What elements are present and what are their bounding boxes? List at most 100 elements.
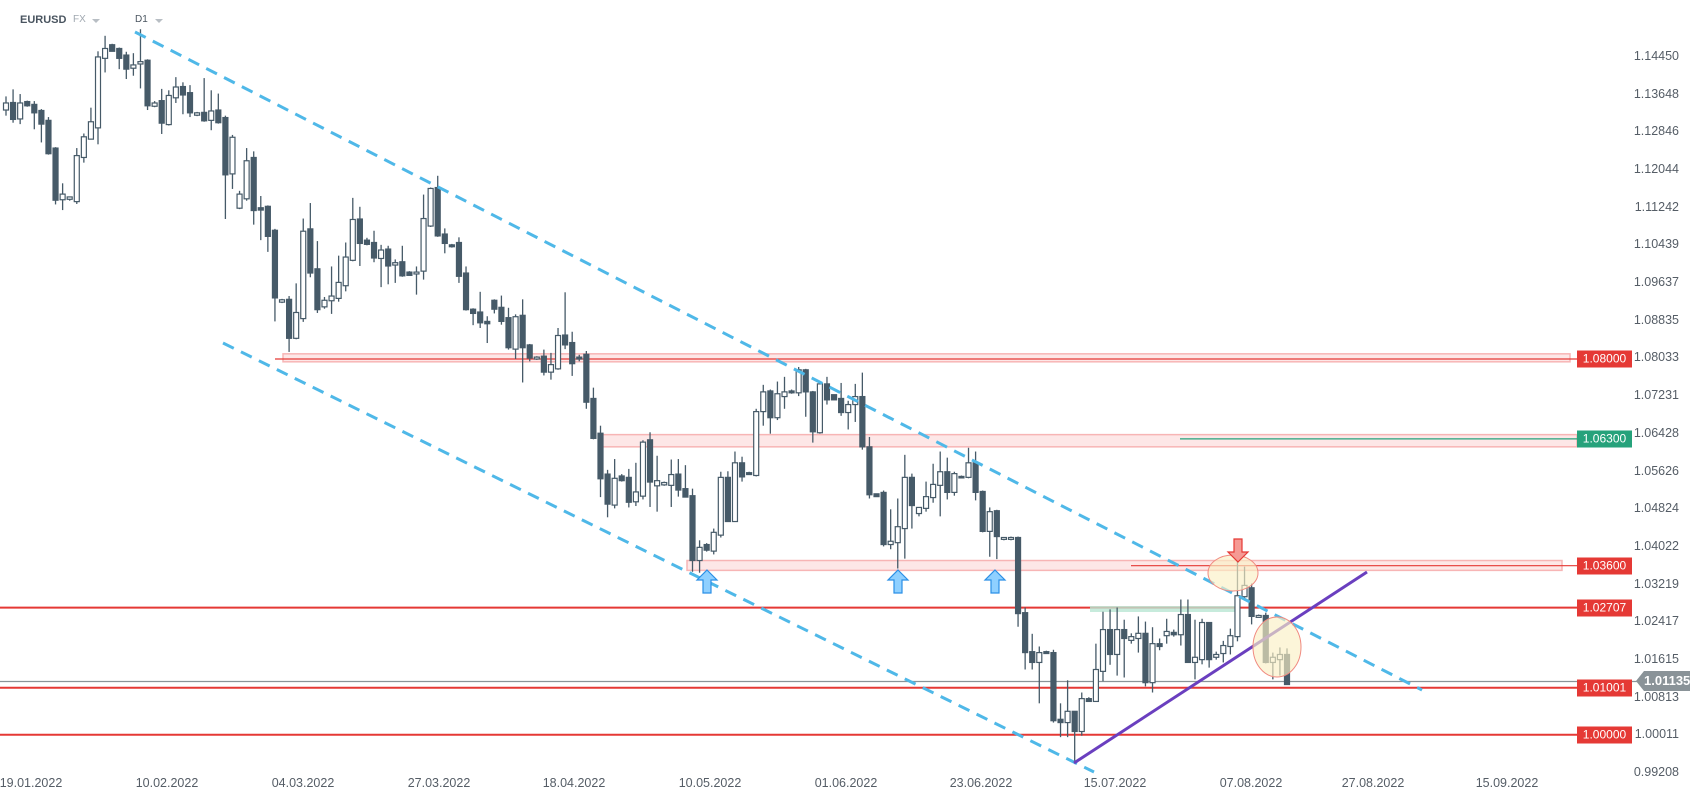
candle-body xyxy=(406,271,413,276)
candle-body xyxy=(661,481,668,486)
arrow-up-icon xyxy=(886,569,910,594)
candle-body xyxy=(696,546,703,562)
candle-body xyxy=(377,249,385,260)
candle-bullish xyxy=(1092,643,1100,703)
candle-bearish xyxy=(24,100,31,107)
candle-body xyxy=(781,391,788,398)
candle-bullish xyxy=(951,471,958,496)
symbol-selector[interactable]: EURUSD xyxy=(20,14,67,26)
candle-body xyxy=(922,496,930,509)
candle-body xyxy=(1043,651,1050,655)
candle-bearish xyxy=(830,394,838,401)
price-tick-label: 1.14450 xyxy=(1633,49,1679,63)
candle-bullish xyxy=(696,540,703,573)
candle-body xyxy=(257,207,264,211)
candle-body xyxy=(470,308,477,315)
level-label: 1.08000 xyxy=(1577,350,1632,368)
candle-body xyxy=(915,506,923,515)
candle-body xyxy=(123,54,130,70)
candle-bearish xyxy=(604,469,611,518)
chevron-down-icon[interactable] xyxy=(155,19,163,23)
candle-body xyxy=(1022,612,1029,654)
level-label: 1.06300 xyxy=(1577,430,1632,448)
candle-bullish xyxy=(130,53,137,76)
candle-body xyxy=(441,233,448,245)
candle-body xyxy=(420,217,427,272)
channel-lower-line[interactable] xyxy=(222,341,1095,774)
candle-body xyxy=(710,531,717,552)
candle-bearish xyxy=(1206,621,1213,668)
candle-body xyxy=(1106,628,1114,656)
candle-bullish xyxy=(1128,633,1135,644)
candle-bearish xyxy=(1106,609,1114,665)
candle-body xyxy=(1121,628,1128,640)
market-selector[interactable]: FX xyxy=(73,14,86,25)
candle-bearish xyxy=(979,490,986,533)
candle-body xyxy=(1227,635,1234,648)
candle-body xyxy=(965,462,972,478)
arrow-up-icon xyxy=(983,569,1007,594)
candle-bearish xyxy=(540,349,547,376)
candle-bullish xyxy=(427,187,434,227)
candle-body xyxy=(760,391,767,413)
candle-body xyxy=(866,446,873,496)
candle-bearish xyxy=(505,307,512,350)
candle-body xyxy=(335,281,342,299)
candle-bullish xyxy=(1198,618,1206,665)
candle-body xyxy=(172,86,179,99)
candle-body xyxy=(24,100,31,107)
candle-body xyxy=(9,101,17,121)
channel-upper-line[interactable] xyxy=(134,30,1423,692)
candle-body xyxy=(300,230,307,320)
candle-body xyxy=(823,383,831,401)
candle-body xyxy=(201,111,208,122)
candle-bullish xyxy=(80,133,87,163)
trend-line-support[interactable] xyxy=(1073,570,1368,765)
candle-body xyxy=(738,462,746,478)
candle-bearish xyxy=(406,271,413,276)
date-tick-label: 15.07.2022 xyxy=(1083,776,1147,790)
candle-body xyxy=(873,493,880,498)
candle-bullish xyxy=(930,463,937,503)
candle-bearish xyxy=(462,266,470,311)
level-label: 1.02707 xyxy=(1577,599,1632,617)
consolidation-top-zone xyxy=(1090,606,1240,612)
candle-body xyxy=(137,61,144,65)
candle-body xyxy=(618,475,625,482)
candle-bullish xyxy=(278,298,286,304)
candle-bullish xyxy=(710,528,717,555)
candle-body xyxy=(271,229,279,299)
candle-bearish xyxy=(38,109,45,143)
candle-body xyxy=(562,334,569,346)
candle-bearish xyxy=(1057,703,1064,738)
price-tick-label: 1.10439 xyxy=(1633,237,1679,252)
candle-bearish xyxy=(186,85,194,118)
candle-body xyxy=(767,390,774,419)
candle-body xyxy=(250,156,257,212)
candle-body xyxy=(38,109,45,125)
candle-bearish xyxy=(356,206,363,266)
candle-body xyxy=(830,394,838,401)
candle-body xyxy=(1036,651,1043,664)
candle-bearish xyxy=(434,175,441,237)
candle-body xyxy=(724,476,731,523)
date-tick-label: 19.01.2022 xyxy=(0,776,63,790)
chevron-down-icon[interactable] xyxy=(92,19,100,23)
candle-bearish xyxy=(484,316,491,344)
candle-bearish xyxy=(682,465,689,498)
candle-body xyxy=(746,472,753,476)
candle-body xyxy=(116,47,123,59)
timeframe-selector[interactable]: D1 xyxy=(135,14,148,25)
candle-bearish xyxy=(179,82,187,115)
candle-body xyxy=(1163,630,1170,637)
candle-bearish xyxy=(562,292,569,350)
candle-body xyxy=(1071,710,1078,733)
candle-body xyxy=(1114,628,1121,656)
candle-bullish xyxy=(293,283,300,340)
candle-bullish xyxy=(760,384,767,426)
candle-body xyxy=(130,64,137,69)
arrow-down-icon xyxy=(1226,538,1250,563)
date-tick-label: 10.05.2022 xyxy=(678,776,742,790)
candle-bearish xyxy=(1071,710,1078,763)
